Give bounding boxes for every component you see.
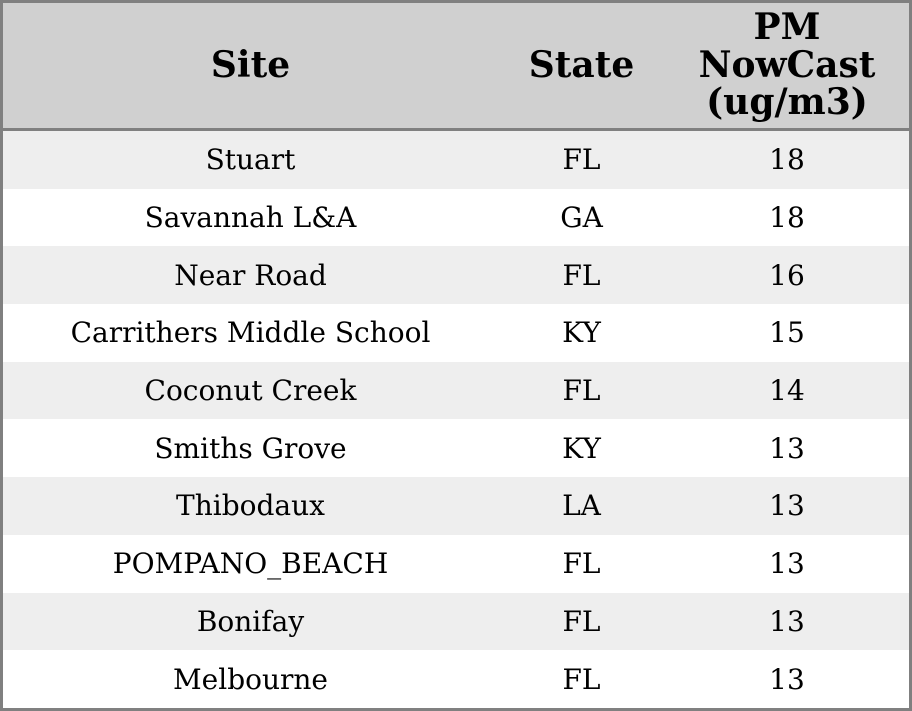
site-cell: Smiths Grove: [154, 431, 347, 465]
state-cell: FL: [562, 662, 601, 696]
table-row: POMPANO_BEACH FL 13: [3, 534, 909, 593]
pm-cell: 13: [769, 662, 805, 696]
pm-cell: 14: [769, 374, 805, 408]
pm-cell: 18: [769, 143, 805, 177]
table-row: Near Road FL 16: [3, 246, 909, 305]
pm-cell: 16: [769, 258, 805, 292]
table-row: Coconut Creek FL 14: [3, 361, 909, 420]
pm-cell: 13: [769, 604, 805, 638]
table-row: Savannah L&A GA 18: [3, 188, 909, 247]
pm-cell: 15: [769, 316, 805, 350]
column-header-site: Site: [3, 3, 498, 131]
header-row: Site State PM NowCast (ug/m3): [3, 3, 909, 131]
table-row: Carrithers Middle School KY 15: [3, 304, 909, 362]
table-body: Stuart FL 18 Savannah L&A GA 18 Near Roa…: [3, 129, 909, 708]
state-cell: KY: [562, 316, 601, 350]
pm-cell: 13: [769, 431, 805, 465]
state-cell: FL: [562, 547, 601, 581]
state-cell: GA: [560, 201, 603, 235]
site-cell: Coconut Creek: [144, 374, 357, 408]
pm-cell: 13: [769, 489, 805, 523]
site-cell: Savannah L&A: [144, 201, 357, 235]
table-row: Thibodaux LA 13: [3, 477, 909, 535]
state-cell: FL: [562, 374, 601, 408]
column-header-pm-nowcast: PM NowCast (ug/m3): [665, 3, 909, 131]
site-cell: Near Road: [174, 258, 327, 292]
site-cell: Carrithers Middle School: [70, 316, 431, 350]
site-cell: Thibodaux: [176, 489, 325, 523]
table-header: Site State PM NowCast (ug/m3): [3, 3, 909, 131]
table-row: Smiths Grove KY 13: [3, 419, 909, 478]
table-row: Bonifay FL 13: [3, 592, 909, 651]
state-cell: FL: [562, 258, 601, 292]
pm-nowcast-table: Site State PM NowCast (ug/m3) Stuart FL …: [3, 3, 909, 708]
column-header-state: State: [498, 3, 665, 131]
state-cell: KY: [562, 431, 601, 465]
table-row: Stuart FL 18: [3, 129, 909, 189]
state-cell: FL: [562, 143, 601, 177]
table-row: Melbourne FL 13: [3, 650, 909, 708]
site-cell: Melbourne: [173, 662, 328, 696]
state-cell: FL: [562, 604, 601, 638]
pm-cell: 18: [769, 201, 805, 235]
state-cell: LA: [562, 489, 601, 523]
site-cell: Bonifay: [196, 604, 305, 638]
site-cell: POMPANO_BEACH: [112, 547, 389, 581]
site-cell: Stuart: [205, 143, 296, 177]
pm-cell: 13: [769, 547, 805, 581]
